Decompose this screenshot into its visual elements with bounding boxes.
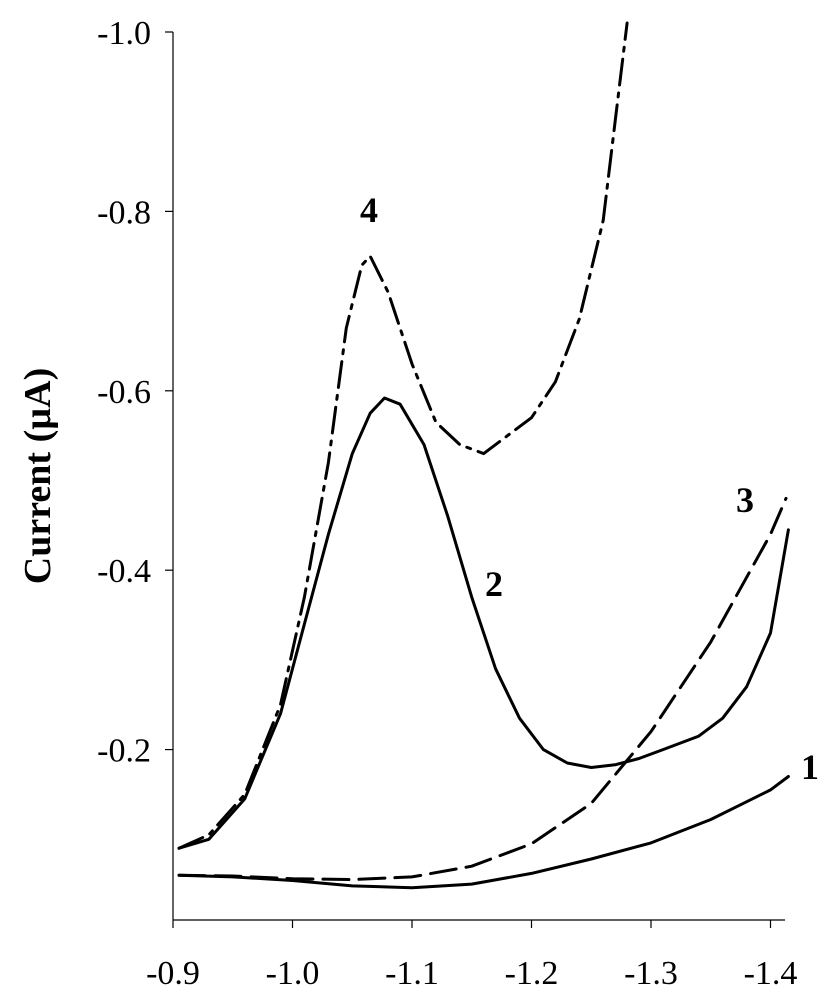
x-tick-label: -1.0 — [266, 955, 320, 992]
x-tick-label: -1.4 — [744, 955, 798, 992]
y-axis-title: Current (µA) — [17, 368, 59, 584]
y-tick-label: -0.8 — [97, 194, 151, 231]
series-layer — [177, 21, 790, 890]
curve-label-3: 3 — [736, 480, 754, 520]
series-line-1 — [177, 775, 790, 890]
y-ticks: -0.2 -0.4 -0.6 -0.8 -1.0 — [97, 15, 173, 770]
series-line-3 — [177, 496, 788, 882]
y-tick-label: -0.6 — [97, 374, 151, 411]
x-tick-label: -1.2 — [505, 955, 559, 992]
x-tick-label: -0.9 — [146, 955, 200, 992]
curve-label-2: 2 — [485, 564, 503, 604]
x-tick-label: -1.1 — [385, 955, 439, 992]
curve-label-1: 1 — [801, 747, 819, 787]
x-axis: -0.9 -1.0 -1.1 -1.2 -1.3 -1.4 — [146, 919, 797, 992]
series-line-4 — [177, 21, 629, 850]
y-axis: -0.2 -0.4 -0.6 -0.8 -1.0 — [97, 15, 174, 920]
x-ticks: -0.9 -1.0 -1.1 -1.2 -1.3 -1.4 — [146, 920, 797, 992]
y-tick-label: -0.2 — [97, 733, 151, 770]
x-tick-label: -1.3 — [624, 955, 678, 992]
curve-label-4: 4 — [360, 190, 378, 230]
y-tick-label: -0.4 — [97, 553, 151, 590]
series-line-2 — [177, 396, 790, 850]
curve-labels: 1 2 3 4 — [360, 190, 819, 787]
y-tick-label: -1.0 — [97, 15, 151, 52]
